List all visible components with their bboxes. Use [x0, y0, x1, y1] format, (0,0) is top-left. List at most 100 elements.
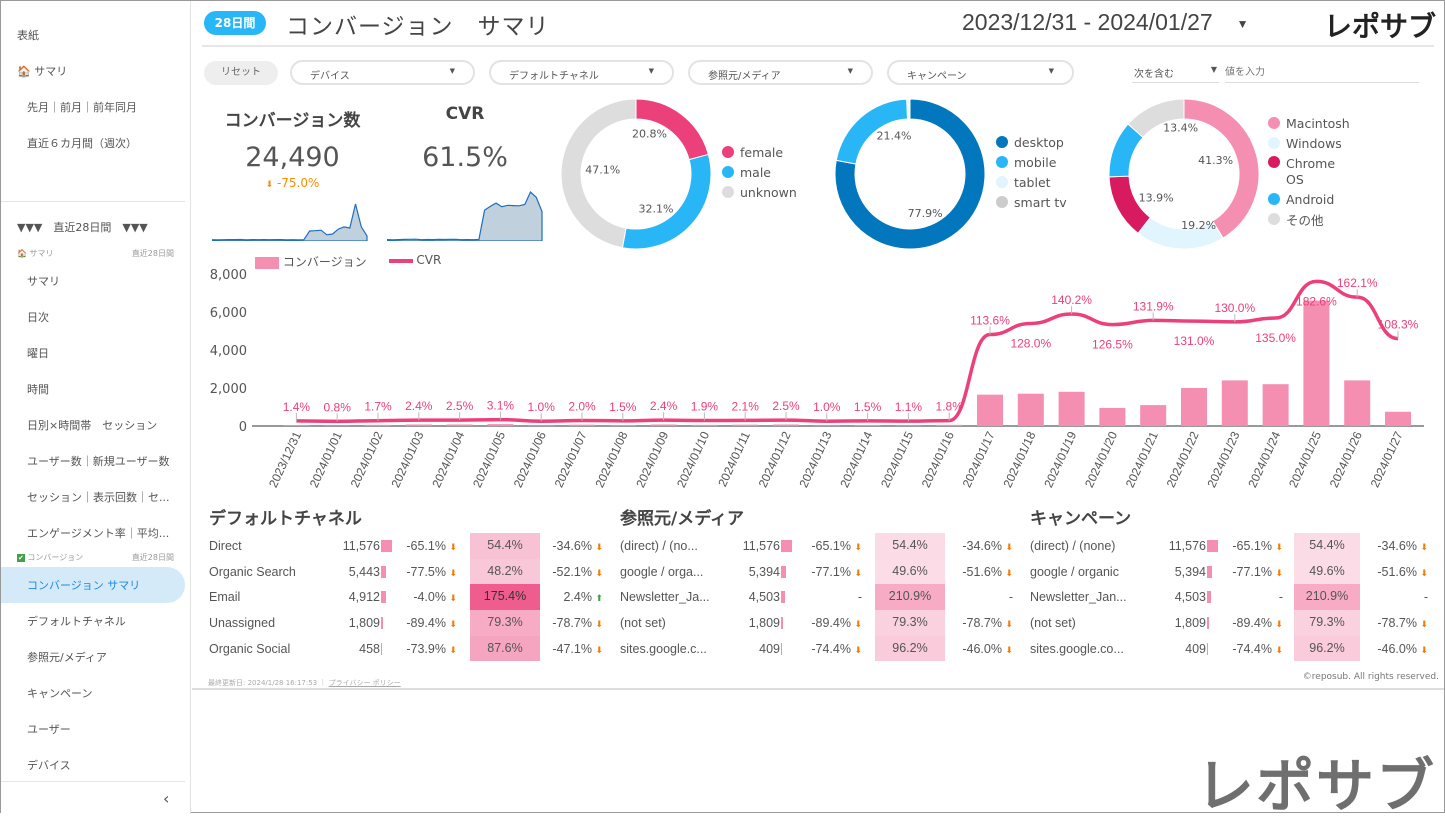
bar-conversions[interactable] — [1058, 391, 1085, 426]
bar-conversions[interactable] — [732, 424, 759, 426]
table-row[interactable]: sites.google.co... 409 -74.4% ⬇ 96.2% -4… — [1030, 635, 1430, 662]
bar-conversions[interactable] — [773, 424, 799, 426]
bar-conversions[interactable] — [650, 424, 677, 426]
table-row[interactable]: Direct 11,576 -65.1% ⬇ 54.4% -34.6% ⬇ — [209, 533, 609, 559]
sidebar-item[interactable]: エンゲージメント率｜平均... — [27, 527, 170, 540]
channel-filter[interactable]: デフォルトチャネル ▼ — [489, 60, 674, 85]
cvr-line[interactable] — [296, 279, 1399, 424]
sidebar-item[interactable]: 日次 — [27, 311, 49, 324]
donut-slice-Chrome-OS[interactable] — [1108, 175, 1151, 234]
sidebar-item-summary-home[interactable]: 🏠 サマリ — [17, 63, 67, 79]
change-cvr: -78.7% ⬇ — [962, 616, 1013, 630]
legend-item[interactable]: tablet — [996, 172, 1067, 192]
sidebar-item[interactable]: ユーザー数｜新規ユーザー数 — [27, 455, 170, 468]
filter-value-input[interactable] — [1225, 63, 1419, 83]
bar-conversions[interactable] — [365, 424, 391, 426]
sidebar-item[interactable]: サマリ — [27, 275, 60, 288]
privacy-policy-link[interactable]: プライバシー ポリシー — [328, 679, 401, 687]
value-bar — [1207, 565, 1213, 578]
donut-slice-label: 32.1% — [639, 203, 674, 216]
bar-conversions[interactable] — [936, 424, 963, 426]
bar-conversions[interactable] — [1344, 380, 1371, 426]
sidebar-item[interactable]: 日別×時間帯 セッション — [27, 419, 158, 432]
sidebar-item[interactable]: 曜日 — [27, 347, 49, 360]
legend-item[interactable]: male — [722, 162, 797, 182]
bar-conversions[interactable] — [1262, 384, 1289, 426]
donut-slice-smart-tv[interactable] — [908, 98, 911, 120]
bar-conversions[interactable] — [977, 394, 1003, 426]
bar-conversions[interactable] — [405, 424, 432, 426]
table-row[interactable]: sites.google.c... 409 -74.4% ⬇ 96.2% -46… — [620, 635, 1020, 662]
legend-item-cvr[interactable]: CVR — [388, 253, 441, 270]
sidebar-item[interactable]: セッション｜表示回数｜セ... — [27, 491, 170, 504]
legend-item[interactable]: smart tv — [996, 192, 1067, 212]
sidebar-item[interactable]: ユーザー — [27, 723, 71, 736]
donut-slice-Macintosh[interactable] — [1183, 98, 1260, 239]
x-tick-label: 2024/01/01 — [307, 429, 345, 490]
bar-conversions[interactable] — [324, 425, 351, 426]
table-row[interactable]: (direct) / (no... 11,576 -65.1% ⬇ 54.4% … — [620, 533, 1020, 559]
change-text: -51.6% — [1377, 564, 1417, 579]
table-row[interactable]: google / organic 5,394 -77.1% ⬇ 49.6% -5… — [1030, 558, 1430, 585]
donut-slice-unknown[interactable] — [560, 98, 637, 249]
bar-conversions[interactable] — [1017, 393, 1044, 426]
table-row[interactable]: Organic Search 5,443 -77.5% ⬇ 48.2% -52.… — [209, 558, 609, 585]
legend-item[interactable]: unknown — [722, 182, 797, 202]
bar-conversions[interactable] — [1303, 300, 1330, 426]
legend-item[interactable]: desktop — [996, 132, 1067, 152]
sidebar-item[interactable]: デバイス — [27, 759, 71, 772]
sidebar-item[interactable]: 時間 — [27, 383, 49, 396]
sidebar-item-month-compare[interactable]: 先月｜前月｜前年同月 — [27, 101, 137, 114]
device-filter[interactable]: デバイス ▼ — [290, 60, 475, 85]
collapse-sidebar-button[interactable]: ‹ — [163, 789, 170, 808]
bar-conversions[interactable] — [446, 424, 473, 426]
legend-item[interactable]: Macintosh — [1268, 113, 1350, 133]
date-range-picker[interactable]: 2023/12/31 - 2024/01/27 ▼ — [962, 9, 1249, 36]
table-row[interactable]: (direct) / (none) 11,576 -65.1% ⬇ 54.4% … — [1030, 533, 1430, 559]
table-row[interactable]: (not set) 1,809 -89.4% ⬇ 79.3% -78.7% ⬇ — [1030, 610, 1430, 636]
bar-conversions[interactable] — [1181, 388, 1207, 426]
table-row[interactable]: Unassigned 1,809 -89.4% ⬇ 79.3% -78.7% ⬇ — [209, 610, 609, 636]
table-row[interactable]: Organic Social 458 -73.9% ⬇ 87.6% -47.1%… — [209, 635, 609, 662]
bar-conversions[interactable] — [528, 425, 555, 426]
bar-conversions[interactable] — [1221, 380, 1248, 426]
sidebar-item-6months[interactable]: 直近６カ月間（週次） — [27, 137, 137, 150]
legend-item-conversions[interactable]: コンバージョン — [255, 253, 367, 270]
bar-conversions[interactable] — [487, 424, 514, 426]
reset-button[interactable]: リセット — [204, 61, 278, 85]
legend-item[interactable]: female — [722, 142, 797, 162]
bar-conversions[interactable] — [691, 424, 718, 426]
sidebar-item-cover[interactable]: 表紙 — [17, 29, 39, 42]
donut-slice-その他[interactable] — [1127, 98, 1185, 139]
bar-conversions[interactable] — [609, 425, 636, 426]
bar-conversions[interactable] — [569, 424, 595, 426]
bar-conversions[interactable] — [1099, 407, 1126, 426]
legend-item[interactable]: mobile — [996, 152, 1067, 172]
bar-conversions[interactable] — [1385, 411, 1411, 426]
sidebar-item[interactable]: デフォルトチャネル — [27, 615, 126, 628]
bar-conversions[interactable] — [283, 425, 310, 426]
sidebar-item[interactable]: キャンペーン — [27, 687, 93, 700]
campaign-filter[interactable]: キャンペーン ▼ — [887, 60, 1074, 85]
bar-conversions[interactable] — [895, 425, 922, 426]
table-row[interactable]: Newsletter_Ja... 4,503 - 210.9% - — [620, 584, 1020, 611]
source-medium-filter[interactable]: 参照元/メディア ▼ — [688, 60, 873, 85]
bar-conversions[interactable] — [1140, 405, 1167, 426]
bar-conversions[interactable] — [854, 425, 881, 426]
legend-item[interactable]: Android — [1268, 189, 1350, 209]
sidebar-item[interactable]: コンバージョン サマリ — [27, 579, 141, 592]
table-row[interactable]: (not set) 1,809 -89.4% ⬇ 79.3% -78.7% ⬇ — [620, 610, 1020, 636]
bar-conversions[interactable] — [813, 425, 840, 426]
legend-item[interactable]: その他 — [1268, 209, 1350, 229]
table-row[interactable]: Newsletter_Jan... 4,503 - 210.9% - — [1030, 584, 1430, 611]
cvr-data-label: 1.1% — [895, 400, 923, 414]
legend-item[interactable]: Windows — [1268, 133, 1350, 153]
arrow-down-icon: ⬇ — [595, 542, 603, 552]
table-row[interactable]: Email 4,912 -4.0% ⬇ 175.4% 2.4% ⬆ — [209, 584, 609, 611]
table-row[interactable]: google / orga... 5,394 -77.1% ⬇ 49.6% -5… — [620, 558, 1020, 585]
arrow-down-icon: ⬇ — [854, 567, 862, 578]
match-mode-select[interactable]: 次を含む ▼ — [1132, 63, 1219, 83]
donut-slice-desktop[interactable] — [834, 98, 986, 250]
sidebar-item[interactable]: 参照元/メディア — [27, 651, 107, 664]
legend-item[interactable]: Chrome OS — [1268, 153, 1350, 189]
